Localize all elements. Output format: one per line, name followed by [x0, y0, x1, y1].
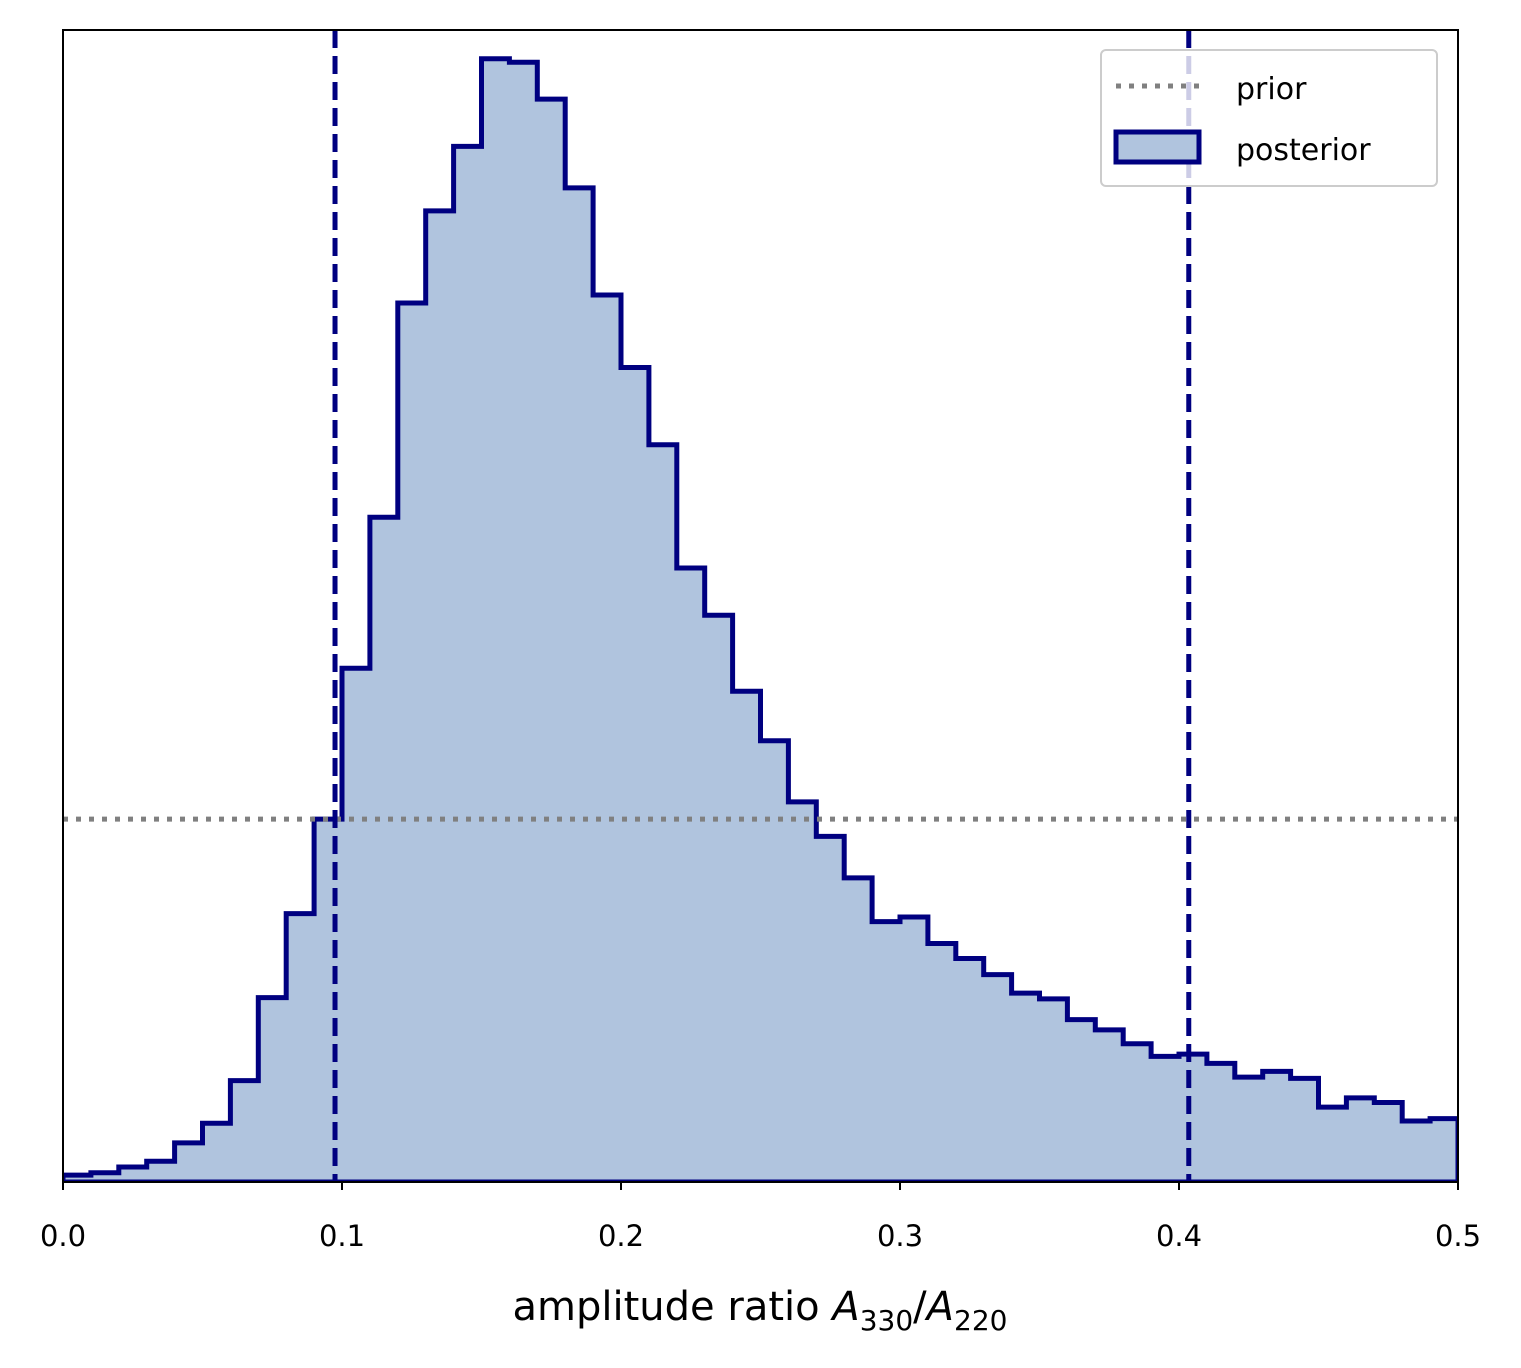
legend-prior-label: prior — [1236, 72, 1307, 107]
histogram-bar — [314, 819, 343, 1182]
histogram-bar — [258, 997, 287, 1182]
histogram-bar — [63, 1175, 92, 1182]
histogram-bar — [872, 921, 901, 1182]
histogram-bar — [648, 444, 678, 1182]
histogram-bar — [425, 210, 455, 1182]
histogram-bar — [90, 1172, 120, 1182]
histogram-bar — [593, 294, 622, 1182]
legend-posterior-label: posterior — [1236, 133, 1371, 168]
histogram-bar — [983, 974, 1013, 1182]
histogram-bar — [1011, 993, 1041, 1182]
histogram-bar — [174, 1142, 204, 1182]
x-tick-label: 0.4 — [1156, 1219, 1202, 1253]
histogram-bar — [1430, 1118, 1458, 1182]
x-tick-label: 0.2 — [598, 1219, 644, 1253]
x-axis-label-num-sub: 330 — [860, 1304, 913, 1337]
histogram-bar — [900, 917, 929, 1182]
axes-frame — [62, 29, 1459, 1183]
histogram-bar — [537, 99, 566, 1182]
histogram-bar — [118, 1167, 148, 1182]
histogram-bar — [146, 1161, 176, 1182]
histogram-bar — [1067, 1019, 1096, 1182]
x-tick-label: 0.0 — [40, 1219, 86, 1253]
histogram-bar — [704, 615, 734, 1182]
histogram-bar — [1402, 1120, 1431, 1182]
x-axis-label-prefix: amplitude ratio — [513, 1284, 833, 1330]
histogram-bar — [1318, 1107, 1347, 1182]
histogram-bar — [788, 801, 817, 1182]
histogram-bar — [1095, 1029, 1124, 1182]
x-axis-ticks: 0.0 0.1 0.2 0.3 0.4 0.5 — [40, 1182, 1481, 1253]
histogram-bar — [927, 943, 957, 1182]
histogram-bar — [453, 146, 483, 1182]
histogram-bar — [760, 740, 789, 1182]
histogram-bar — [1179, 1054, 1208, 1182]
histogram-bar — [676, 567, 706, 1182]
histogram-bar — [202, 1123, 231, 1182]
histogram-bar — [1039, 998, 1068, 1182]
histogram-bar — [342, 668, 371, 1182]
x-tick-label: 0.1 — [319, 1219, 365, 1253]
histogram-bar — [397, 303, 427, 1182]
plot-marks — [63, 30, 1458, 1182]
histogram-bar — [621, 367, 650, 1182]
posterior-step-outline — [63, 56, 1458, 1182]
histogram-bar — [481, 58, 510, 1182]
legend: prior posterior — [1100, 49, 1438, 187]
histogram-bar — [230, 1080, 259, 1182]
histogram-bar — [1374, 1102, 1403, 1182]
x-axis-label-slash: / — [913, 1284, 927, 1330]
x-axis-label-den-sub: 220 — [954, 1304, 1007, 1337]
histogram-bar — [1206, 1063, 1236, 1182]
histogram-bar — [1151, 1056, 1180, 1182]
x-axis-label-num-var: A — [829, 1284, 859, 1330]
histogram-bar — [1123, 1043, 1152, 1182]
histogram-bar — [1234, 1077, 1264, 1182]
legend-posterior-swatch — [1113, 129, 1202, 165]
histogram-bar — [955, 958, 985, 1182]
histogram-bar — [844, 877, 873, 1182]
histogram-bar — [565, 187, 594, 1182]
histogram-bar — [1346, 1097, 1375, 1182]
histogram-bar — [816, 836, 845, 1182]
histogram-bar — [369, 517, 399, 1182]
histogram-bar — [509, 62, 538, 1182]
histogram-bar — [1290, 1078, 1320, 1182]
histogram-bar — [732, 691, 762, 1182]
x-tick-label: 0.3 — [877, 1219, 923, 1253]
x-axis-label-den-var: A — [924, 1284, 954, 1330]
x-axis-label: amplitude ratio A330/A220 — [513, 1284, 1008, 1337]
x-tick-label: 0.5 — [1435, 1219, 1481, 1253]
histogram-bar — [1262, 1071, 1292, 1182]
histogram-bar — [286, 913, 315, 1182]
